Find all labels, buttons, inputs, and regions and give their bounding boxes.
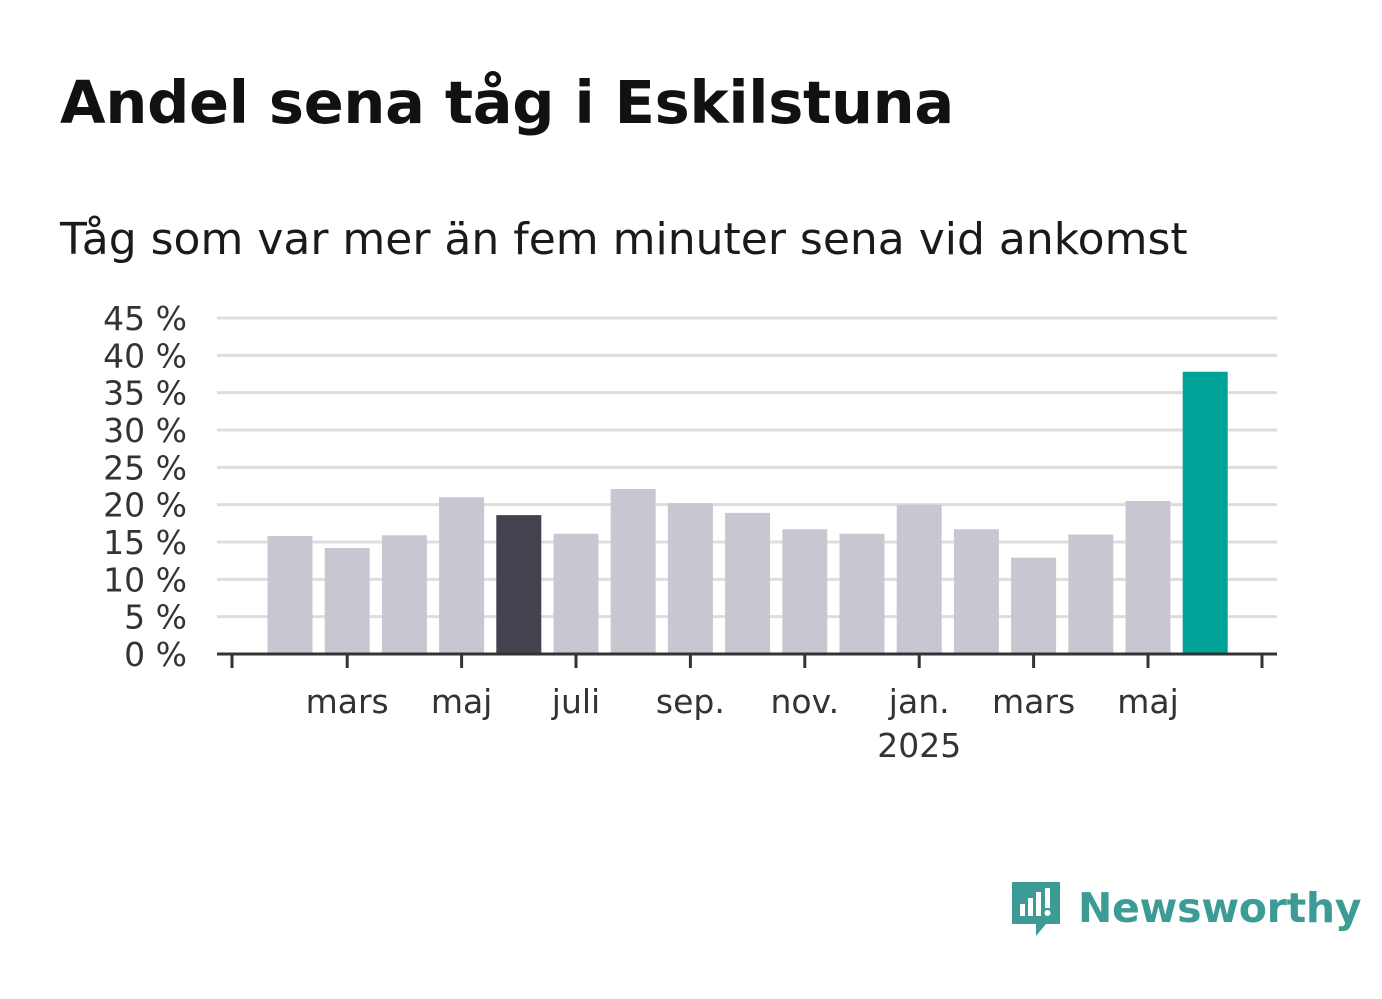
y-tick-label: 40 % [103,336,187,375]
brand-name: Newsworthy [1078,884,1362,932]
bar [1125,500,1171,654]
bar [1011,557,1057,654]
x-tick-label: juli [551,682,600,721]
x-tick-label: maj [431,682,493,721]
newsworthy-logo-icon [1012,882,1060,936]
bar [1068,534,1114,654]
bar [953,529,999,654]
bar [496,515,542,654]
chart-title: Andel sena tåg i Eskilstuna [60,68,954,137]
brand-logo: Newsworthy [1010,878,1361,938]
y-tick-label: 45 % [103,299,187,338]
y-tick-label: 15 % [103,523,187,562]
y-tick-label: 30 % [103,411,187,450]
bar [324,547,370,654]
bar [839,533,885,654]
x-tick-label: jan. [888,682,950,721]
bar [667,503,713,654]
y-tick-label: 5 % [124,598,187,637]
bar [610,488,656,654]
y-tick-label: 20 % [103,486,187,525]
x-tick-label: maj [1117,682,1179,721]
y-tick-label: 10 % [103,560,187,599]
bar [553,533,599,654]
chart-subtitle: Tåg som var mer än fem minuter sena vid … [60,214,1188,265]
y-tick-label: 0 % [124,635,187,674]
bar [381,535,427,654]
x-tick-label: sep. [656,682,725,721]
x-tick-year-label: 2025 [877,726,961,765]
y-tick-label: 25 % [103,448,187,487]
bar [267,536,313,654]
bar [725,512,771,654]
x-tick-label: nov. [771,682,840,721]
bar [439,497,485,654]
bar [782,529,828,654]
y-tick-label: 35 % [103,374,187,413]
x-tick-label: mars [306,682,389,721]
bar [896,504,942,654]
x-tick-label: mars [992,682,1075,721]
bar [1182,371,1228,654]
